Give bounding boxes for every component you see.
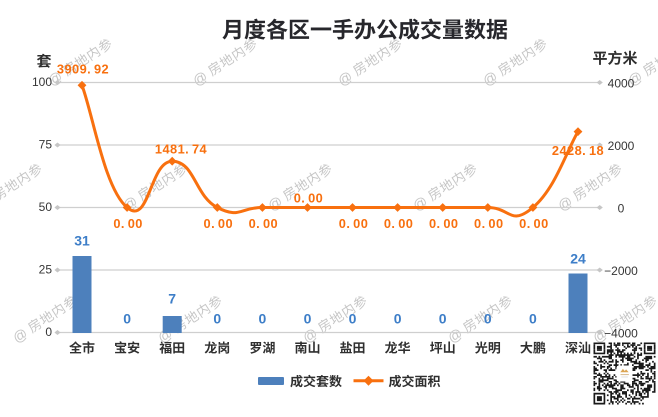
svg-text:0.00: 0. 00 [429,216,459,231]
svg-text:0.00: 0. 00 [519,216,549,231]
svg-text:−4000: −4000 [604,327,638,341]
svg-text:3909.92: 3909. 92 [57,62,109,77]
svg-text:24: 24 [570,251,586,267]
svg-text:7: 7 [168,291,176,307]
svg-text:1481.74: 1481. 74 [155,142,208,157]
svg-text:0.00: 0. 00 [384,216,414,231]
svg-text:50: 50 [39,200,53,214]
svg-text:100: 100 [32,75,52,89]
svg-text:0: 0 [259,311,267,327]
svg-text:0.00: 0. 00 [113,216,143,231]
svg-text:4000: 4000 [608,77,635,91]
svg-text:0: 0 [45,325,52,339]
svg-text:75: 75 [39,138,53,152]
svg-text:0: 0 [439,311,447,327]
svg-text:0.00: 0. 00 [474,216,504,231]
svg-text:0: 0 [304,311,312,327]
svg-text:0.00: 0. 00 [204,216,234,231]
svg-text:0: 0 [213,311,221,327]
svg-text:−2000: −2000 [604,264,638,278]
svg-text:0: 0 [529,311,537,327]
svg-text:0: 0 [484,311,492,327]
svg-text:0: 0 [394,311,402,327]
svg-text:31: 31 [74,233,90,249]
svg-text:0: 0 [618,202,625,216]
svg-text:2000: 2000 [608,139,635,153]
svg-text:0.00: 0. 00 [294,191,324,206]
svg-text:0: 0 [123,311,131,327]
svg-text:0.00: 0. 00 [249,216,279,231]
svg-text:2428.18: 2428. 18 [552,143,604,158]
svg-text:0.00: 0. 00 [339,216,369,231]
svg-text:0: 0 [349,311,357,327]
svg-text:25: 25 [39,263,53,277]
